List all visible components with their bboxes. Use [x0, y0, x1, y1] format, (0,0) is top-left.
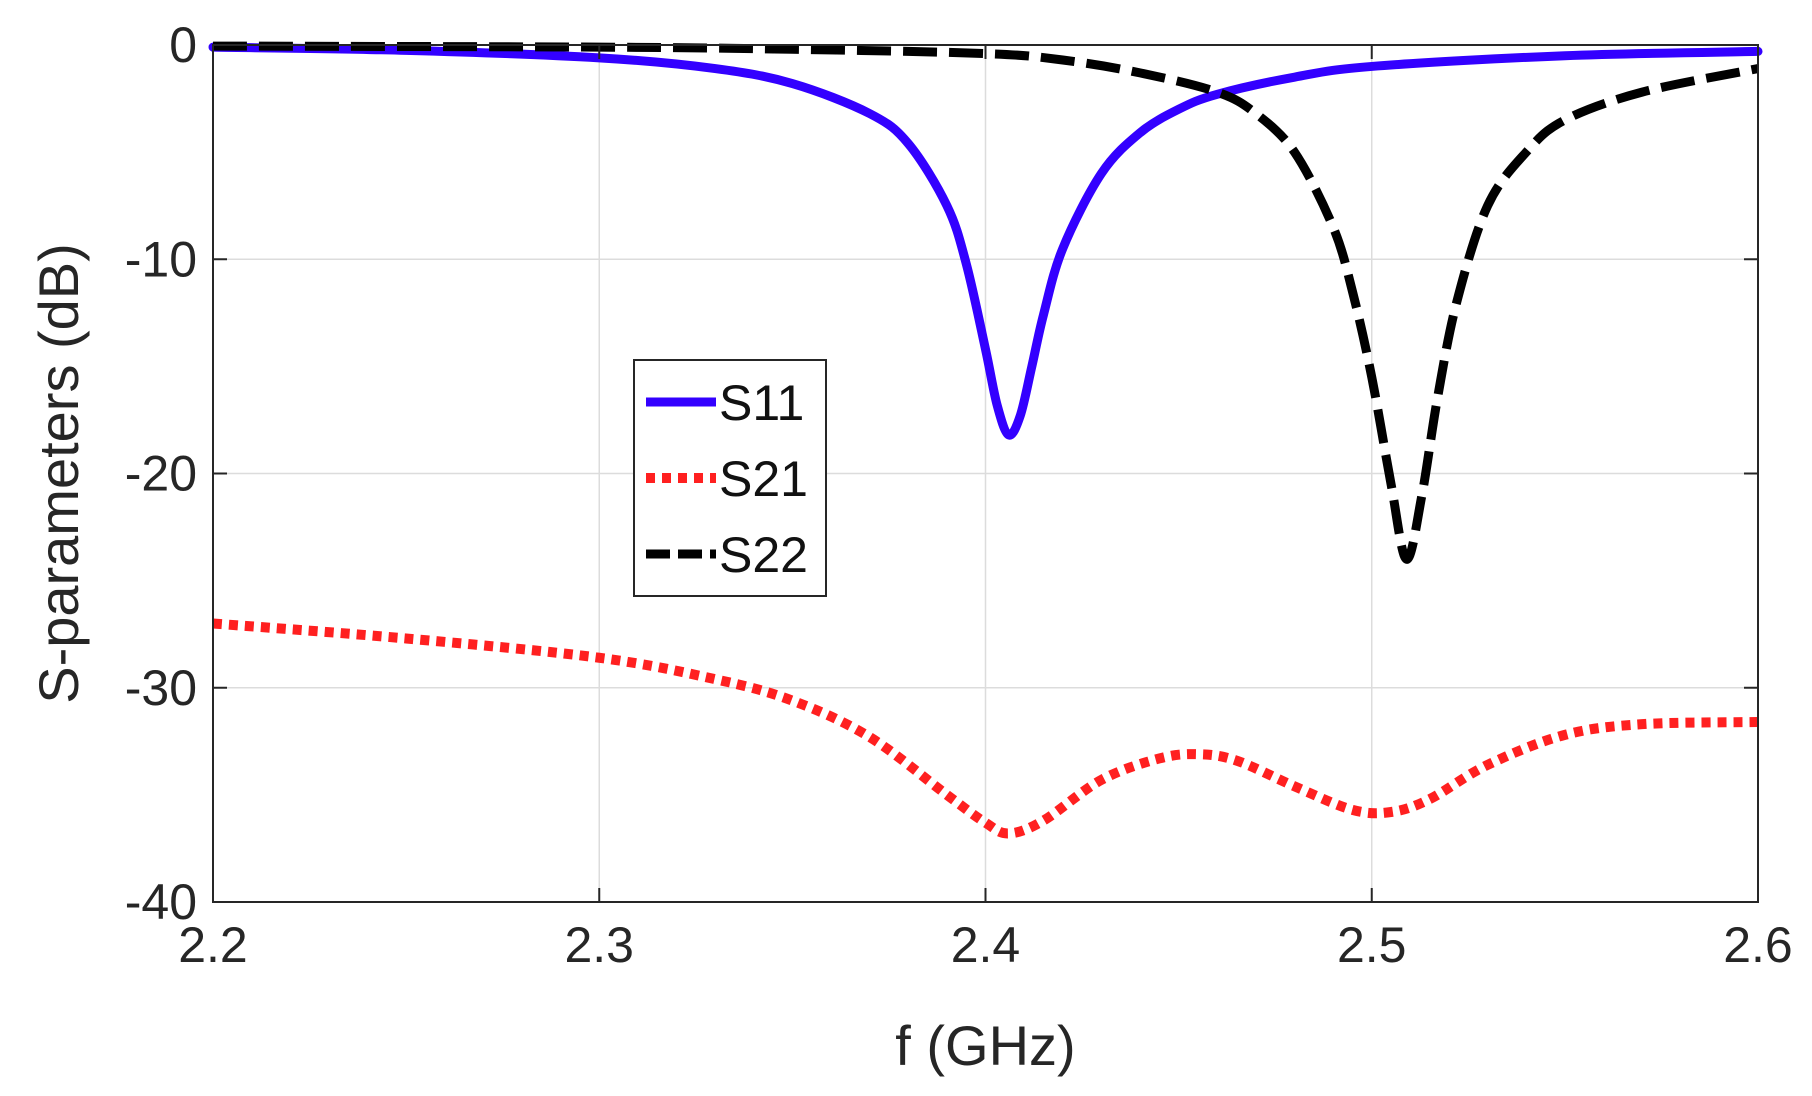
- x-tick-label: 2.5: [1337, 917, 1407, 973]
- legend: S11 S21 S22: [633, 359, 827, 597]
- series-line-s22: [212, 41, 1759, 564]
- series-layer: [208, 41, 1763, 839]
- x-tick-label: 2.6: [1723, 917, 1793, 973]
- grid: [212, 44, 1759, 903]
- y-tick-label: 0: [169, 17, 197, 73]
- y-tick-label: -40: [125, 874, 197, 930]
- y-axis-title: S-parameters (dB): [27, 243, 90, 704]
- legend-label-s21: S21: [719, 451, 808, 507]
- y-tick-label: -20: [125, 446, 197, 502]
- series-line-s21: [212, 618, 1759, 839]
- legend-label-s22: S22: [719, 527, 808, 583]
- y-tick-label: -10: [125, 231, 197, 287]
- legend-label-s11: S11: [719, 375, 804, 431]
- x-tick-label: 2.2: [178, 917, 248, 973]
- x-axis-title: f (GHz): [895, 1014, 1075, 1077]
- x-tick-label: 2.3: [564, 917, 634, 973]
- y-tick-label: -30: [125, 660, 197, 716]
- ticks: 2.2 2.3 2.4 2.5 2.6 0 -10 -20 -30 -40: [125, 17, 1793, 973]
- x-tick-label: 2.4: [951, 917, 1021, 973]
- series-line-s11: [208, 42, 1763, 440]
